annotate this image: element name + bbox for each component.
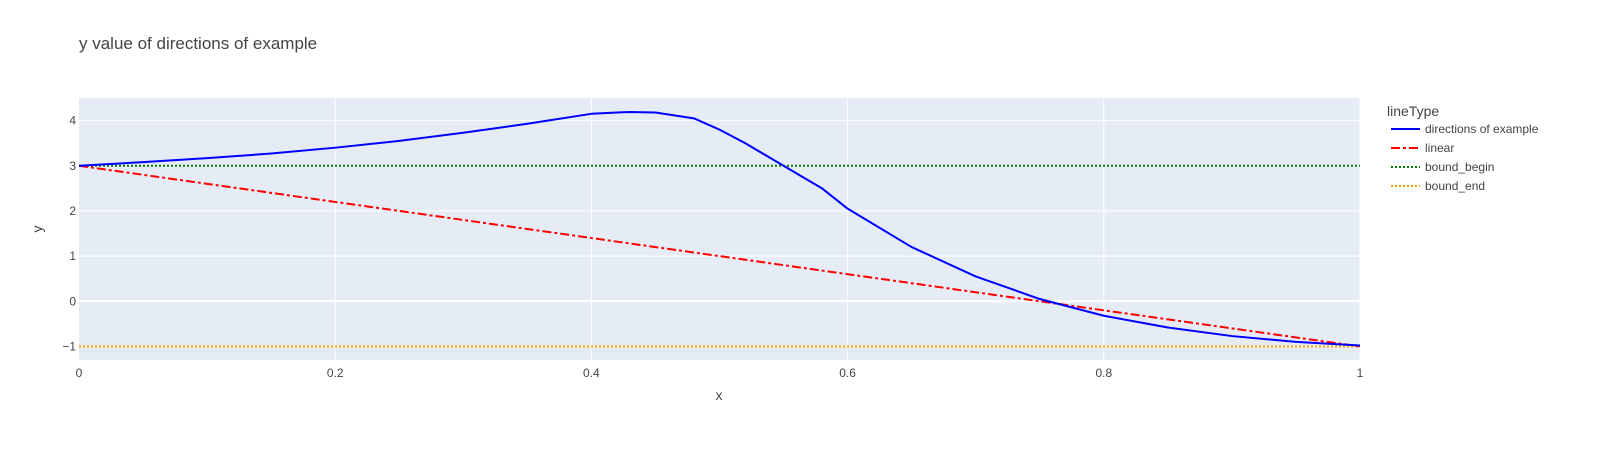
y-tick-label: 3 [69, 159, 76, 173]
legend-item-label[interactable]: linear [1425, 141, 1454, 155]
legend: lineType directions of example linear boun… [1387, 103, 1539, 193]
x-tick-label: 0.8 [1095, 366, 1112, 380]
x-tick-label: 1 [1357, 366, 1364, 380]
x-tick-label: 0 [76, 366, 83, 380]
y-tick-label: 0 [69, 294, 76, 308]
chart-title: y value of directions of example [79, 34, 317, 53]
series-line-directions-of-example [78, 111, 1361, 347]
x-tick-label: 0.4 [583, 366, 600, 380]
legend-item-label[interactable]: bound_begin [1425, 160, 1494, 174]
y-tick-label: 1 [69, 249, 76, 263]
plot-background [79, 98, 1360, 360]
x-tick-label: 0.2 [327, 366, 344, 380]
y-axis-label: y [29, 226, 45, 233]
x-axis-label: x [716, 387, 723, 403]
y-tick-label: 4 [69, 114, 76, 128]
legend-item-label[interactable]: directions of example [1425, 122, 1539, 136]
legend-item-label[interactable]: bound_end [1425, 179, 1485, 193]
y-tick-label: 2 [69, 204, 76, 218]
y-tick-label: −1 [62, 339, 76, 353]
legend-title: lineType [1387, 103, 1439, 119]
x-tick-label: 0.6 [839, 366, 856, 380]
series-layer [78, 111, 1361, 348]
